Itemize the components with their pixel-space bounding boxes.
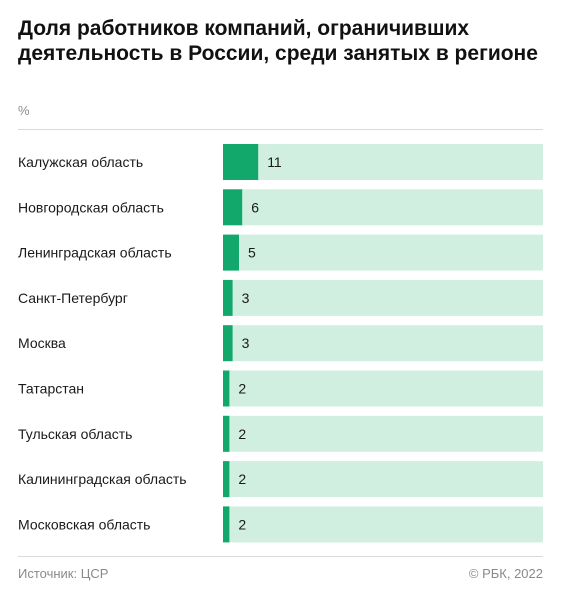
category-label: Ленинградская область	[18, 245, 172, 261]
bar-row: Калужская область 11	[18, 144, 543, 180]
bar-track	[223, 279, 543, 316]
bar	[223, 506, 230, 543]
copyright-note: © РБК, 2022	[468, 566, 543, 581]
bar-row: Санкт-Петербург 3	[18, 279, 543, 316]
bar	[223, 279, 233, 316]
bar-track	[223, 234, 543, 271]
bars-layer: Калужская область 11 Новгородская область 6…	[18, 144, 543, 543]
bar-row: Тульская область 2	[18, 415, 543, 452]
bar	[223, 370, 230, 407]
bar-track	[223, 506, 543, 543]
bar	[223, 234, 239, 271]
value-label: 3	[242, 290, 250, 306]
bar-track	[223, 189, 543, 226]
bar-row: Татарстан 2	[18, 370, 543, 407]
bar	[223, 461, 230, 498]
category-label: Татарстан	[18, 381, 84, 397]
value-label: 6	[251, 199, 259, 215]
value-label: 11	[267, 154, 282, 170]
source-note: Источник: ЦСР	[18, 566, 109, 581]
bar-track	[223, 325, 543, 362]
chart-title: Доля работников компаний, ограничивших д…	[18, 17, 538, 65]
bar-row: Калининградская область 2	[18, 461, 543, 498]
value-label: 2	[238, 471, 246, 487]
category-label: Новгородская область	[18, 199, 164, 215]
bar	[223, 325, 233, 362]
category-label: Санкт-Петербург	[18, 290, 128, 306]
value-label: 2	[238, 516, 246, 532]
top-divider	[18, 129, 543, 130]
bar-row: Московская область 2	[18, 506, 543, 543]
value-label: 2	[238, 381, 246, 397]
category-label: Тульская область	[18, 426, 132, 442]
bar-row: Москва 3	[18, 325, 543, 362]
bar-row: Ленинградская область 5	[18, 234, 543, 271]
bar-track	[223, 144, 543, 180]
category-label: Калужская область	[18, 154, 143, 170]
value-label: 2	[238, 426, 246, 442]
category-label: Московская область	[18, 516, 150, 532]
bar-track	[223, 370, 543, 407]
bottom-divider	[18, 556, 543, 557]
value-label: 5	[248, 245, 256, 261]
bar-row: Новгородская область 6	[18, 189, 543, 226]
bar	[223, 189, 243, 226]
unit-label: %	[18, 103, 30, 118]
value-label: 3	[242, 335, 250, 351]
category-label: Калининградская область	[18, 471, 187, 487]
bar	[223, 144, 259, 180]
category-label: Москва	[18, 335, 66, 351]
bar	[223, 415, 230, 452]
bar-track	[223, 415, 543, 452]
bar-track	[223, 461, 543, 498]
